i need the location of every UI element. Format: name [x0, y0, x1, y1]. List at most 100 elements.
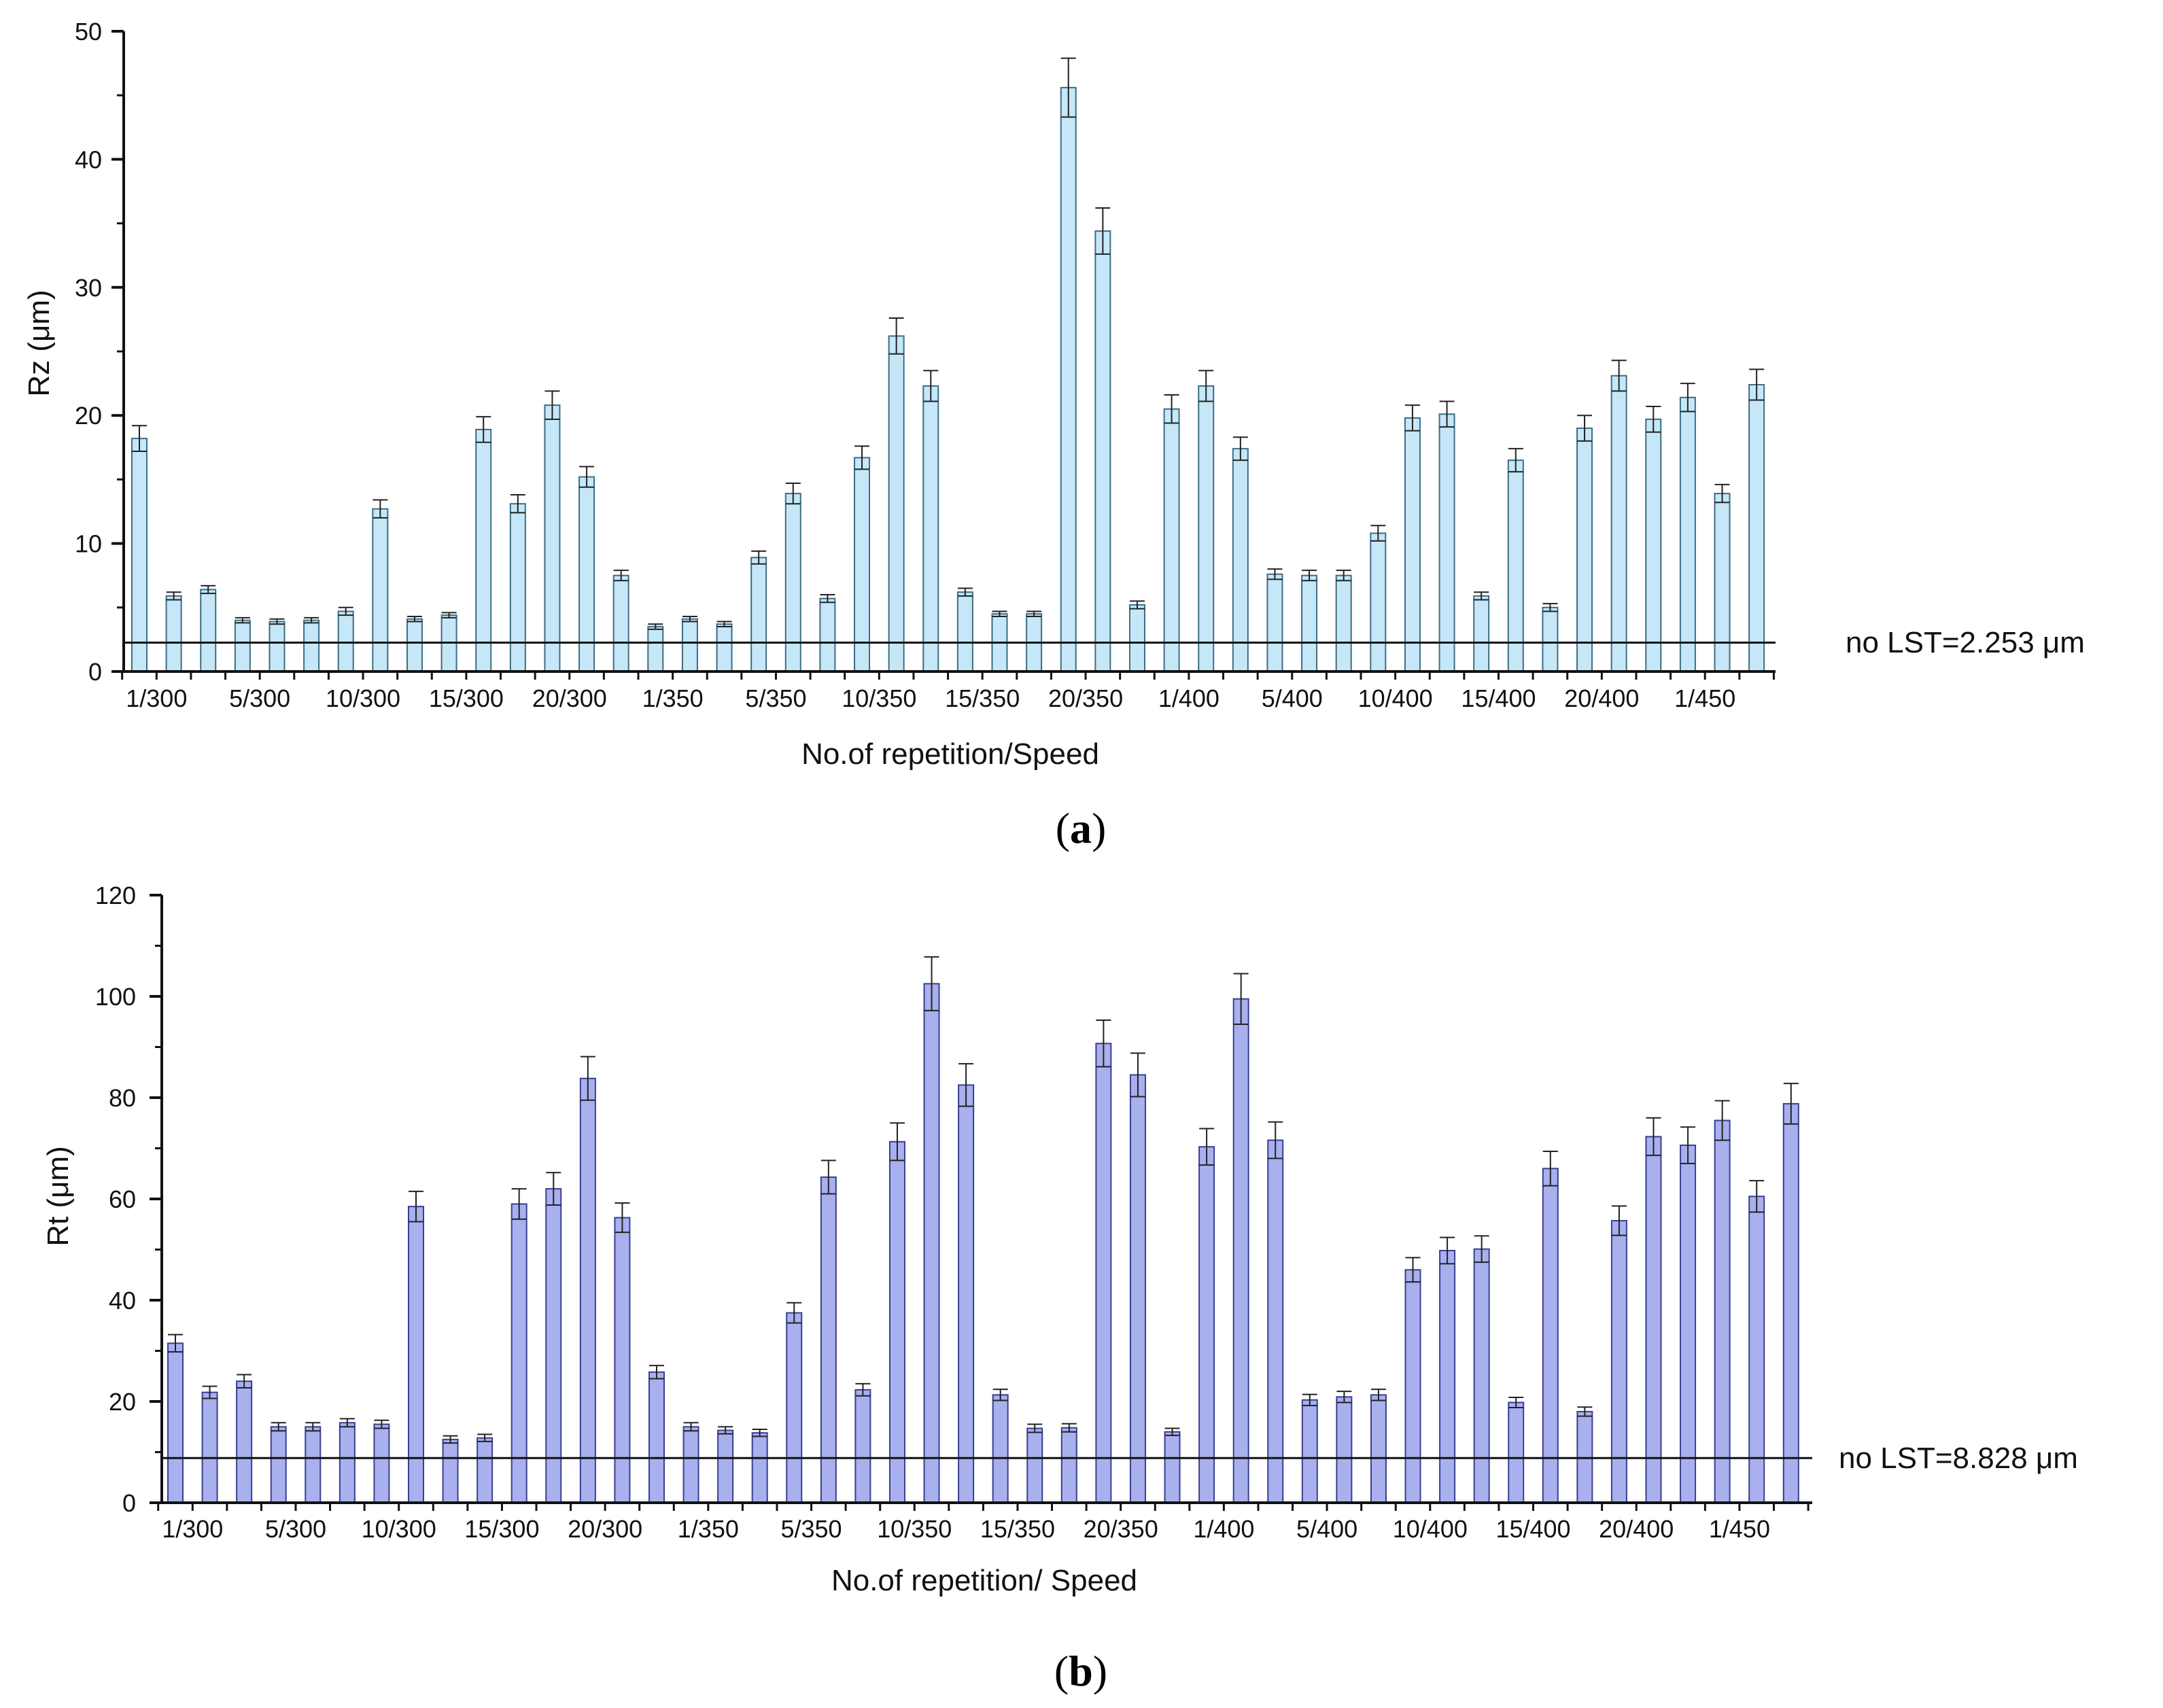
y-tick-label: 50	[75, 18, 102, 46]
chart-a-x-axis-title: No.of repetition/Speed	[801, 737, 1099, 771]
bar	[1782, 1102, 1799, 1503]
bar	[1542, 1168, 1559, 1504]
x-tick-label: 15/350	[945, 684, 1020, 712]
x-tick-label: 20/300	[532, 684, 607, 712]
bar	[1198, 1146, 1215, 1503]
bar	[1266, 573, 1283, 672]
chart-a-reference-label: no LST=2.253 μm	[1846, 626, 2085, 659]
chart-a-error-bars	[132, 57, 1765, 630]
error-bar	[235, 616, 250, 624]
bar	[681, 618, 698, 672]
error-bar	[408, 1190, 423, 1223]
bar	[372, 508, 389, 672]
bar	[1335, 574, 1352, 673]
chart-a-panel-letter: a	[1070, 804, 1092, 852]
bar	[442, 1438, 459, 1503]
error-bar	[441, 612, 457, 618]
error-bar	[269, 618, 285, 625]
error-bar	[992, 610, 1007, 617]
x-tick-label: 5/400	[1262, 684, 1323, 712]
x-tick-label: 10/400	[1393, 1515, 1468, 1543]
x-tick-label: 15/300	[429, 684, 504, 712]
bar	[1128, 604, 1145, 672]
error-bar	[683, 1422, 699, 1432]
error-bar	[305, 1422, 321, 1432]
error-bar	[1611, 360, 1627, 392]
bar	[1439, 1249, 1456, 1503]
error-bar	[237, 1374, 252, 1389]
error-bar	[1267, 568, 1283, 580]
bar	[888, 1140, 905, 1503]
bar	[1301, 574, 1318, 673]
bar	[475, 428, 492, 672]
x-tick-label: 10/350	[877, 1515, 952, 1543]
y-tick-label: 20	[109, 1388, 136, 1416]
bar	[784, 493, 801, 673]
error-bar	[1061, 1423, 1077, 1433]
bar	[956, 591, 973, 673]
bar	[1645, 418, 1662, 672]
error-bar	[1508, 448, 1523, 473]
bar	[270, 1426, 287, 1503]
error-bar	[1714, 483, 1730, 504]
chart-a-y-ticks: 0 10 20 30 40 50	[75, 18, 124, 686]
error-bar	[168, 1334, 183, 1353]
error-bar	[1233, 973, 1249, 1025]
error-bar	[1095, 207, 1111, 255]
error-bar	[579, 466, 595, 488]
error-bar	[373, 499, 388, 519]
bar	[1094, 230, 1111, 672]
error-bar	[1232, 436, 1248, 461]
bar	[165, 595, 182, 672]
error-bar	[820, 593, 835, 604]
chart-b-y-ticks: 0 20 40 60 80 100 120	[95, 882, 162, 1517]
error-bar	[924, 956, 939, 1011]
bar	[1060, 86, 1077, 672]
error-bar	[1749, 368, 1765, 401]
error-bar	[338, 606, 353, 616]
y-tick-label: 80	[109, 1084, 136, 1112]
y-tick-label: 100	[95, 983, 136, 1011]
bar	[1095, 1043, 1112, 1504]
bar	[1060, 1427, 1077, 1503]
bar	[509, 503, 526, 672]
error-bar	[889, 1122, 905, 1162]
x-tick-label: 5/300	[265, 1515, 326, 1543]
bar	[786, 1312, 803, 1503]
y-tick-label: 40	[75, 145, 102, 173]
error-bar	[374, 1419, 390, 1429]
x-tick-label: 20/300	[568, 1515, 642, 1543]
error-bar	[786, 1302, 802, 1324]
error-bar	[1026, 610, 1042, 617]
error-bar	[1164, 1427, 1180, 1436]
bar	[1748, 383, 1765, 672]
bar	[1610, 1220, 1627, 1504]
error-bar	[855, 1382, 871, 1397]
bar	[1679, 396, 1696, 672]
bar	[1508, 1401, 1525, 1503]
error-bar	[1370, 525, 1386, 542]
bar	[1163, 408, 1180, 673]
error-bar	[339, 1418, 355, 1428]
error-bar	[1096, 1019, 1111, 1068]
x-tick-label: 1/450	[1674, 684, 1735, 712]
x-tick-label: 20/400	[1599, 1515, 1674, 1543]
bar	[544, 404, 561, 672]
bar	[200, 589, 217, 673]
x-tick-label: 10/300	[326, 684, 400, 712]
x-tick-label: 1/300	[162, 1515, 223, 1543]
bar	[750, 557, 767, 672]
error-bar	[682, 615, 697, 623]
y-tick-label: 0	[122, 1489, 136, 1517]
error-bar	[958, 1063, 974, 1107]
error-bar	[1439, 400, 1455, 428]
error-bar	[1405, 1257, 1421, 1283]
y-tick-label: 10	[75, 530, 102, 558]
x-tick-label: 5/350	[745, 684, 806, 712]
error-bar	[1164, 394, 1179, 424]
error-bar	[1198, 370, 1214, 402]
x-tick-label: 5/400	[1296, 1515, 1357, 1543]
bar	[373, 1423, 390, 1503]
